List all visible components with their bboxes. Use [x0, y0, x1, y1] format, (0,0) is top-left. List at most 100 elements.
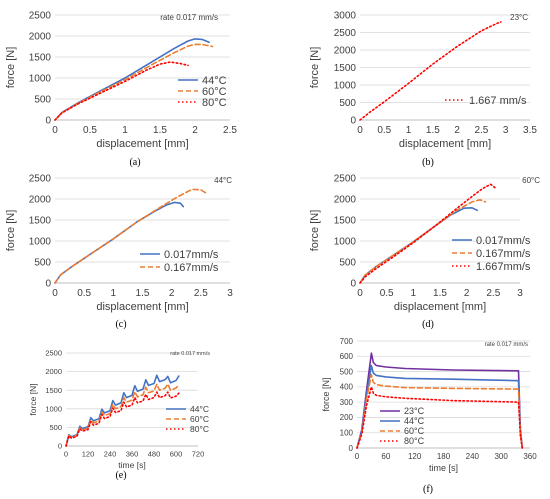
y-tick-label: 2500	[45, 349, 62, 358]
panel-caption: (a)	[129, 157, 140, 168]
series-line-3	[359, 183, 497, 284]
series-line-1	[359, 21, 502, 121]
y-tick-label: 500	[34, 95, 51, 106]
x-tick-label: 1.5	[433, 288, 447, 299]
x-tick-label: 0.5	[380, 288, 394, 299]
y-axis-title: force [N]	[309, 210, 321, 252]
x-tick-label: 2.5	[194, 288, 208, 299]
chart-annotation: rate 0.017 mm/s	[485, 342, 528, 348]
y-tick-label: 1000	[29, 237, 52, 248]
x-tick-label: 120	[408, 452, 422, 461]
x-tick-label: 3	[517, 288, 523, 299]
y-tick-label: 400	[340, 383, 354, 392]
y-tick-label: 1500	[334, 216, 357, 227]
series-line-1	[65, 374, 180, 447]
x-tick-label: 1.5	[136, 288, 150, 299]
panel-caption: (f)	[423, 484, 433, 495]
x-tick-label: 360	[126, 450, 139, 459]
y-tick-label: 200	[340, 413, 354, 422]
y-tick-label: 2500	[29, 174, 52, 185]
series-line-1	[359, 207, 479, 284]
legend-label: 0.017mm/s	[164, 249, 219, 261]
y-tick-label: 500	[49, 423, 62, 432]
y-tick-label: 2000	[29, 32, 52, 43]
legend-label: 44°C	[404, 416, 425, 426]
y-tick-label: 0	[349, 444, 354, 453]
legend-label: 1.667 mm/s	[469, 95, 527, 107]
y-tick-label: 0	[45, 116, 51, 127]
y-axis-title: force [N]	[309, 47, 321, 89]
x-tick-label: 2	[169, 288, 175, 299]
y-tick-label: 700	[340, 337, 354, 346]
legend-label: 80°C	[202, 97, 227, 109]
y-tick-label: 2500	[334, 174, 357, 185]
series-line-2	[356, 364, 524, 449]
y-tick-label: 2000	[334, 195, 357, 206]
chart-annotation: rate 0.017 mm/s	[160, 13, 218, 22]
x-tick-label: 180	[437, 452, 451, 461]
x-tick-label: 2.5	[486, 288, 500, 299]
x-tick-label: 60	[381, 452, 390, 461]
panel-caption: (e)	[115, 470, 126, 481]
y-tick-label: 2500	[29, 11, 52, 22]
legend-label: 0.167mm/s	[476, 248, 531, 260]
series-line-3	[356, 373, 524, 449]
y-tick-label: 500	[339, 98, 356, 109]
legend-label: 80°C	[190, 424, 209, 434]
legend-label: 60°C	[190, 414, 209, 424]
x-tick-label: 0	[357, 125, 363, 136]
chart-c: 0 500 1000 1500 2000 2500 0 0.5 1 1.5 2 2.5 3 displac…	[5, 174, 233, 331]
y-tick-label: 1000	[29, 74, 52, 85]
y-tick-label: 300	[340, 398, 354, 407]
y-tick-label: 500	[340, 367, 354, 376]
x-axis-title: time [s]	[429, 463, 458, 473]
legend-label: 0.017mm/s	[476, 235, 531, 247]
x-tick-label: 3.5	[523, 125, 537, 136]
x-tick-label: 1.5	[153, 125, 167, 136]
y-tick-label: 2000	[29, 195, 52, 206]
y-axis-title: force [N]	[28, 383, 38, 415]
y-tick-label: 0	[45, 279, 51, 290]
y-tick-label: 1000	[45, 404, 62, 413]
y-tick-label: 0	[350, 116, 356, 127]
legend-label: 44°C	[202, 75, 227, 87]
y-tick-label: 1500	[29, 53, 52, 64]
y-axis-title: force [N]	[5, 210, 17, 252]
chart-a: 0 500 1000 1500 2000 2500 0 0.5 1 1.5 2 2.5 displace…	[5, 11, 237, 169]
x-tick-label: 360	[523, 452, 537, 461]
x-tick-label: 3	[227, 288, 233, 299]
y-tick-label: 600	[340, 352, 354, 361]
x-tick-label: 2.5	[223, 125, 237, 136]
series-line-2	[54, 43, 214, 121]
legend-label: 44°C	[190, 404, 209, 414]
series-line-3	[54, 61, 189, 121]
legend-label: 0.167mm/s	[164, 262, 219, 274]
y-tick-label: 0	[58, 442, 62, 451]
x-tick-label: 1	[111, 288, 117, 299]
y-tick-label: 500	[339, 258, 356, 269]
y-axis-title: force [N]	[5, 47, 17, 89]
legend-label: 1.667mm/s	[476, 261, 531, 273]
x-tick-label: 1	[406, 125, 412, 136]
x-tick-label: 600	[170, 450, 183, 459]
x-tick-label: 0	[357, 288, 363, 299]
x-tick-label: 0	[52, 125, 58, 136]
chart-annotation: 60°C	[522, 176, 540, 185]
x-tick-label: 120	[82, 450, 95, 459]
y-tick-label: 3000	[334, 11, 357, 22]
x-tick-label: 720	[192, 450, 205, 459]
y-tick-label: 0	[350, 279, 356, 290]
series-line-4	[356, 386, 524, 449]
x-axis-title: displacement [mm]	[399, 138, 491, 150]
x-axis-title: displacement [mm]	[394, 301, 486, 313]
y-tick-label: 1500	[45, 386, 62, 395]
chart-annotation: 23°C	[510, 13, 528, 22]
x-tick-label: 0	[64, 450, 68, 459]
x-tick-label: 240	[104, 450, 117, 459]
y-tick-label: 500	[34, 258, 51, 269]
legend-label: 60°C	[404, 426, 425, 436]
series-line-2	[54, 188, 208, 284]
x-tick-label: 0	[355, 452, 360, 461]
y-tick-label: 2000	[45, 367, 62, 376]
y-tick-label: 2500	[334, 28, 357, 39]
